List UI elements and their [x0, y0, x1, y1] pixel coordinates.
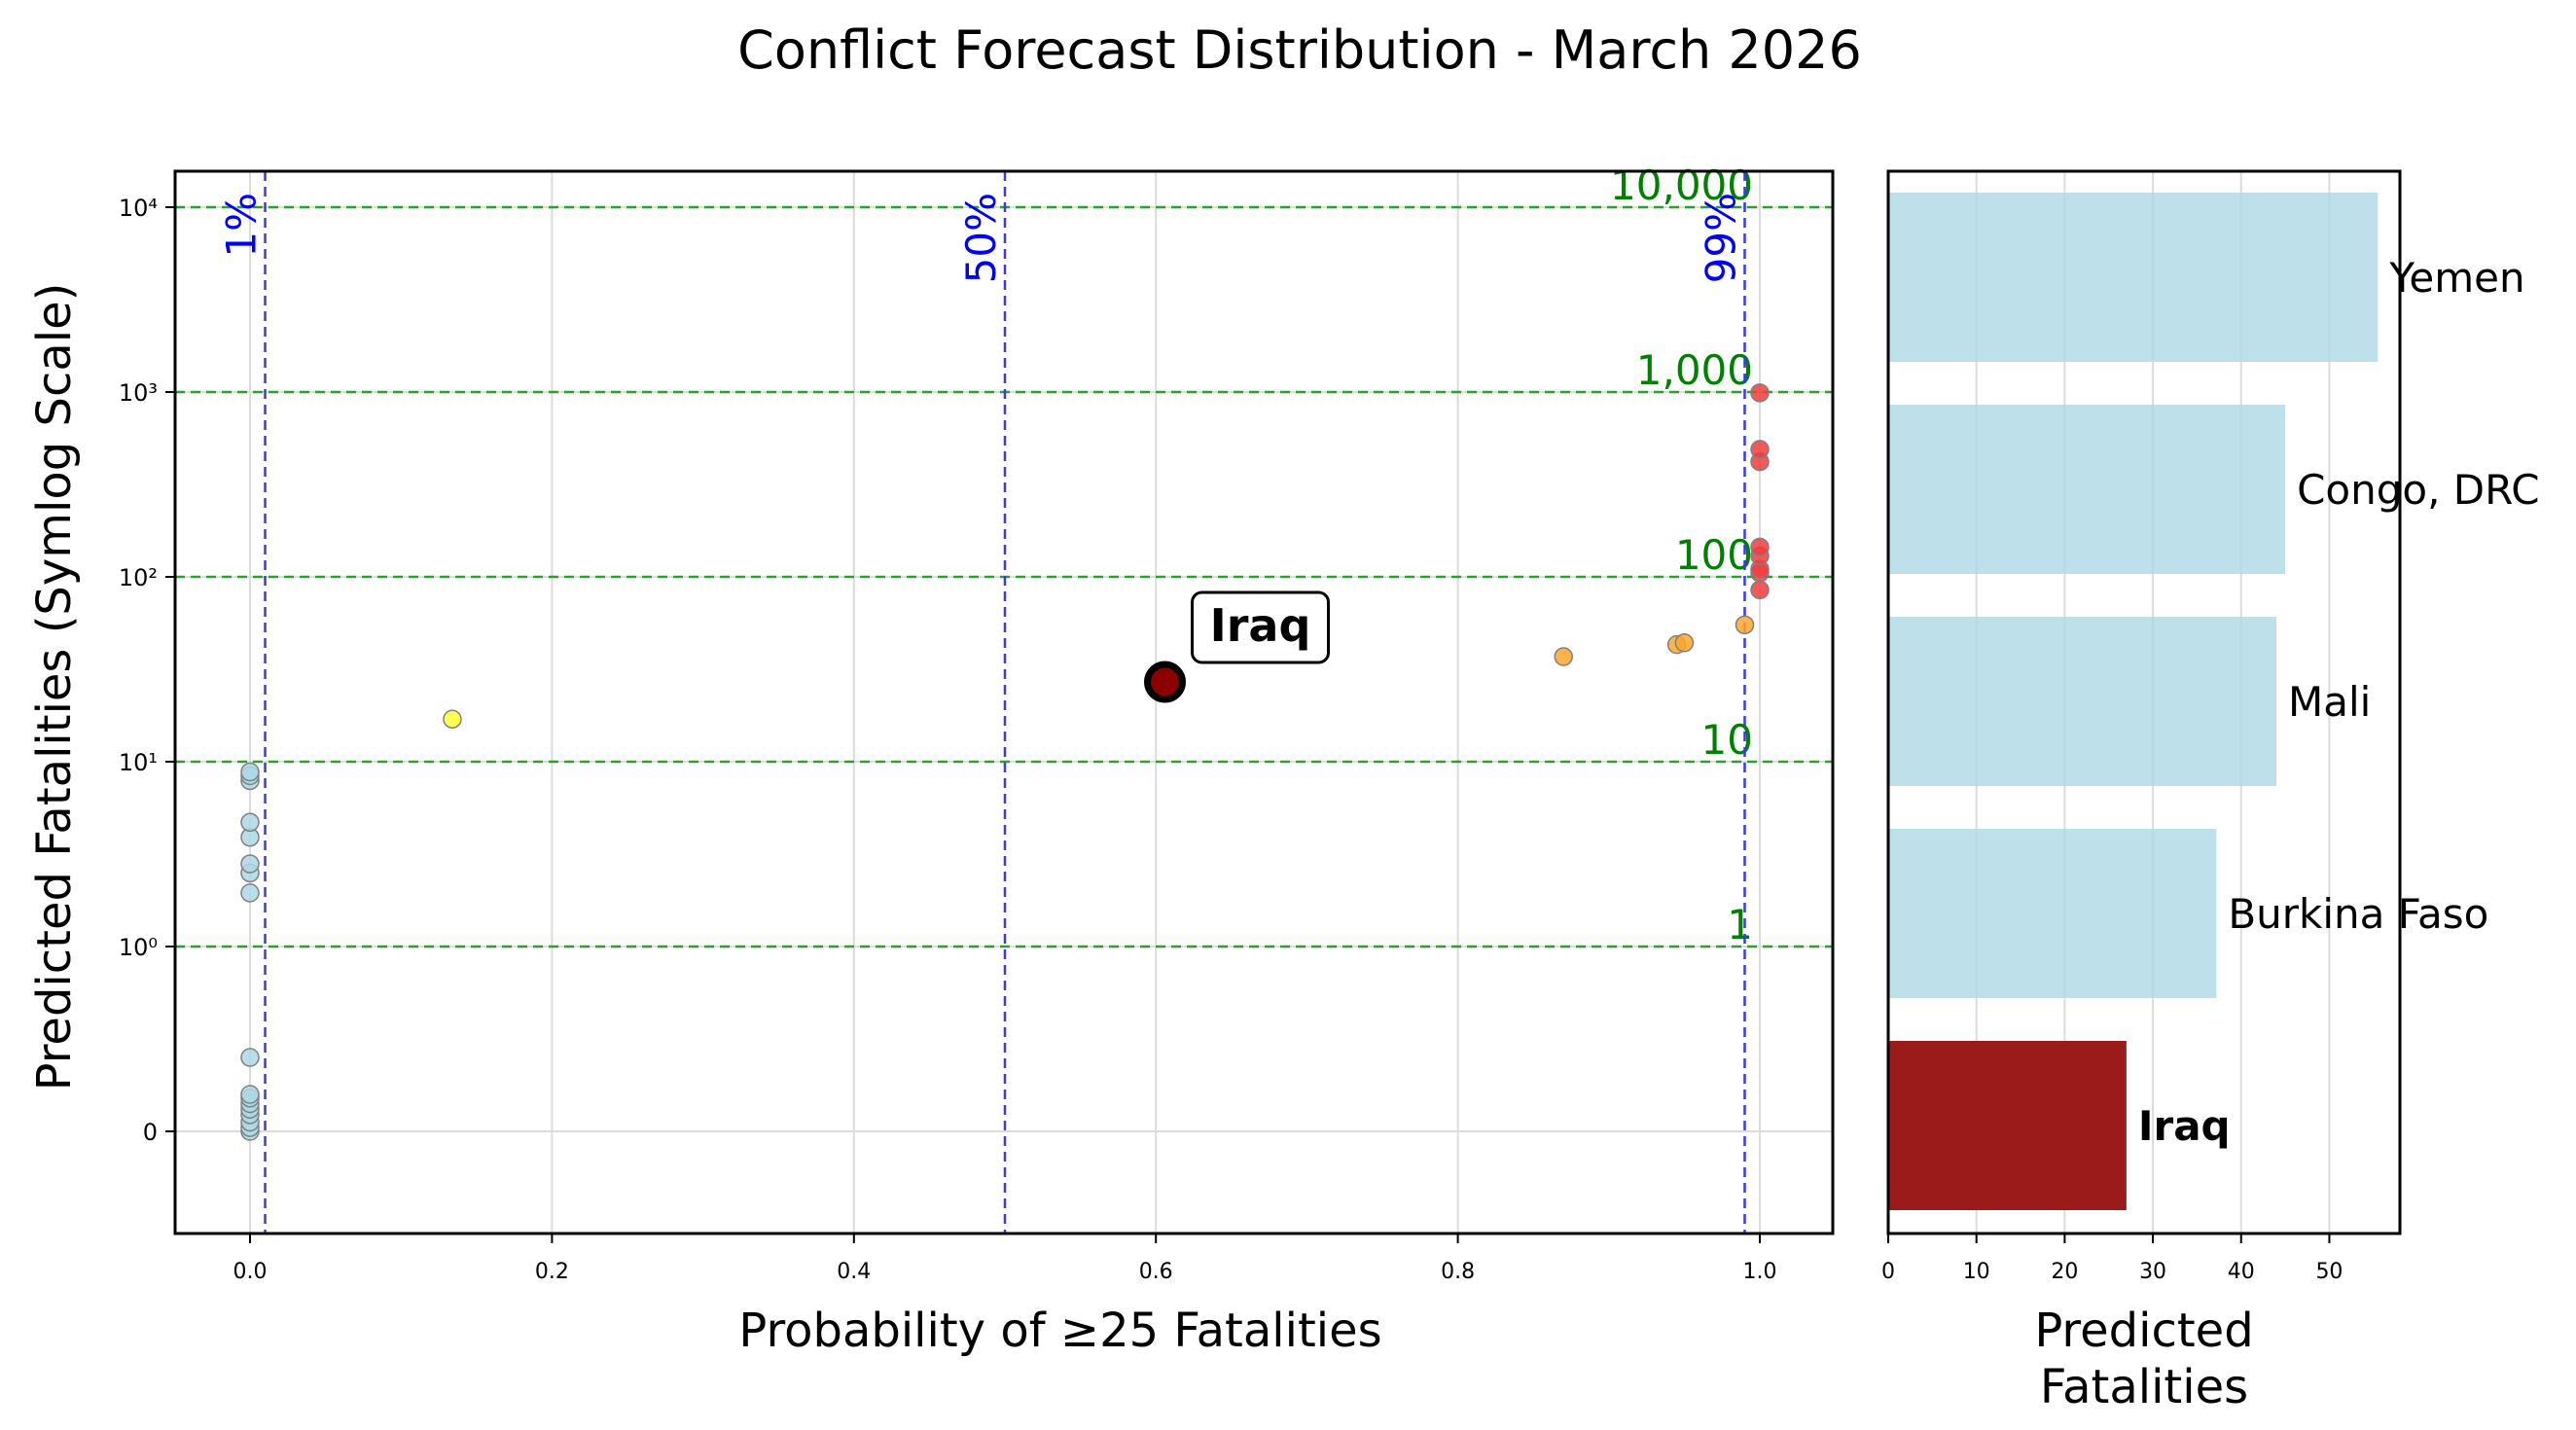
bar	[1888, 829, 2217, 998]
chart-title: Conflict Forecast Distribution - March 2…	[737, 19, 1862, 81]
scatter-x-tick-label: 0.0	[233, 1260, 268, 1284]
bar-x-tick-label: 40	[2228, 1260, 2255, 1284]
bar-axes: 0 10 20 30 40 50	[1881, 169, 2402, 1284]
scatter-point	[1750, 383, 1770, 403]
scatter-y-tick-label: 10³	[119, 379, 158, 407]
scatter-point	[1735, 615, 1755, 635]
scatter-x-tick-label: 0.6	[1139, 1260, 1173, 1284]
scatter-point	[443, 709, 462, 729]
scatter-point	[240, 854, 260, 874]
bar-label: Burkina Faso	[2228, 890, 2488, 938]
scatter-x-tick-label: 0.2	[535, 1260, 569, 1284]
scatter-point	[240, 1048, 260, 1067]
bar-x-tick-label: 10	[1963, 1260, 1990, 1284]
bar-x-tick-label: 0	[1881, 1260, 1895, 1284]
scatter-points	[240, 383, 1770, 1141]
threshold-label: 10,000	[1610, 161, 1753, 209]
scatter-y-tick-label: 10⁰	[119, 934, 158, 961]
highlight-label-box	[1191, 590, 1331, 664]
bar-label: Congo, DRC	[2297, 466, 2539, 514]
scatter-y-tick-label: 0	[143, 1119, 158, 1146]
scatter-axes: 0.0 0.2 0.4 0.6 0.8 1.0 0 10⁰ 10¹ 10² 10³ 10⁴	[119, 169, 1835, 1284]
bar	[1888, 617, 2277, 786]
scatter-y-axis-label: Predicted Fatalities (Symlog Scale)	[27, 283, 82, 1091]
probability-label: 1%	[218, 193, 266, 258]
scatter-point	[240, 812, 260, 833]
highlight-point	[1144, 661, 1187, 703]
scatter-point	[1750, 440, 1770, 459]
scatter-point	[1674, 632, 1695, 653]
scatter-point	[240, 762, 260, 782]
highlight-label: Iraq	[1210, 599, 1311, 652]
threshold-label: 1,000	[1636, 346, 1753, 394]
scatter-point	[1750, 537, 1770, 557]
scatter-y-tick-label: 10²	[119, 564, 158, 591]
scatter-highlight: Iraq	[1144, 590, 1331, 703]
bar-label: Iraq	[2138, 1102, 2231, 1150]
threshold-label: 1	[1727, 901, 1753, 948]
bar	[1888, 193, 2379, 362]
bar-x-axis-label-line: Fatalities	[2040, 1360, 2248, 1414]
scatter-x-tick-label: 0.8	[1441, 1260, 1475, 1284]
threshold-label: 100	[1675, 531, 1753, 579]
bar	[1888, 405, 2286, 574]
bar-label: Mali	[2288, 678, 2371, 726]
scatter-x-tick-label: 0.4	[837, 1260, 871, 1284]
scatter-x-axis-label: Probability of ≥25 Fatalities	[738, 1304, 1381, 1358]
bar-x-tick-label: 20	[2051, 1260, 2078, 1284]
scatter-y-tick-label: 10⁴	[119, 195, 158, 222]
probability-label: 99%	[1697, 193, 1744, 283]
scatter-point	[240, 1085, 260, 1104]
scatter-x-tick-label: 1.0	[1743, 1260, 1777, 1284]
bar-marks: Yemen Congo, DRC Mali Burkina Faso Iraq	[1888, 193, 2540, 1210]
bar-panel: Yemen Congo, DRC Mali Burkina Faso Iraq 0 10 2…	[1881, 169, 2540, 1414]
scatter-point	[1554, 647, 1573, 666]
scatter-y-tick-label: 10¹	[119, 749, 158, 776]
bar-x-tick-label: 30	[2139, 1260, 2166, 1284]
scatter-point	[240, 883, 260, 903]
scatter-frame	[173, 169, 1835, 1235]
bar-x-axis-label-line: Predicted	[2034, 1304, 2253, 1358]
bar-frame	[1886, 169, 2402, 1235]
scatter-point	[1750, 580, 1770, 600]
probability-label: 50%	[957, 193, 1005, 283]
bar	[1888, 1041, 2127, 1210]
bar-x-axis-label: Predicted Fatalities	[2034, 1304, 2253, 1414]
bar-x-tick-label: 50	[2315, 1260, 2343, 1284]
bar-label: Yemen	[2388, 254, 2524, 302]
